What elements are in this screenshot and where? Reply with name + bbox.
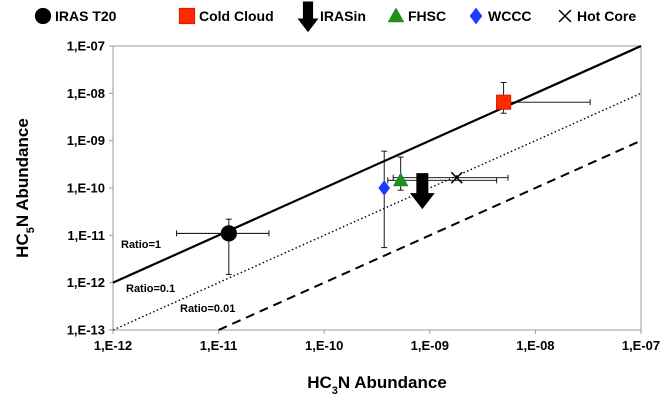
legend-label-cold-cloud: Cold Cloud	[199, 8, 274, 24]
y-tick-label: 1,E-07	[67, 39, 105, 54]
legend-label-hot-core: Hot Core	[577, 8, 636, 24]
legend: IRAS T20 Cold Cloud IRASin FHSC WCCC Hot Core	[34, 1, 636, 33]
iras-t20-point	[220, 225, 237, 242]
markers	[220, 94, 512, 242]
y-tick-label: 1,E-13	[67, 323, 105, 338]
wccc-point	[378, 180, 391, 196]
ratio-label-ratio-0-01: Ratio=0.01	[180, 303, 235, 315]
irasin-point	[409, 173, 435, 210]
ratio-labels: Ratio=1 Ratio=0.1 Ratio=0.01	[121, 239, 235, 315]
legend-label-fhsc: FHSC	[408, 8, 446, 24]
legend-item-fhsc: FHSC	[387, 7, 446, 24]
legend-marker-irasin	[297, 1, 319, 33]
ratio-lines	[112, 44, 642, 331]
legend-label-irasin: IRASin	[320, 8, 366, 24]
legend-label-iras-t20: IRAS T20	[55, 8, 117, 24]
cold-cloud-point	[496, 94, 512, 110]
legend-label-wccc: WCCC	[488, 8, 532, 24]
legend-marker-cold-cloud	[178, 7, 196, 25]
x-tick-label: 1,E-10	[305, 338, 343, 353]
fhsc-point	[392, 172, 409, 187]
legend-marker-wccc	[469, 7, 483, 25]
ratio-line-ratio-0-1	[112, 92, 642, 331]
y-tick-label: 1,E-09	[67, 133, 105, 148]
legend-item-iras-t20: IRAS T20	[34, 7, 117, 25]
legend-item-wccc: WCCC	[469, 7, 532, 25]
plot-area	[112, 45, 642, 331]
ratio-label-ratio-0-1: Ratio=0.1	[126, 283, 175, 295]
x-tick-label: 1,E-11	[200, 338, 238, 353]
legend-marker-iras-t20	[34, 7, 52, 25]
y-tick-label: 1,E-11	[67, 228, 105, 243]
legend-item-cold-cloud: Cold Cloud	[178, 7, 274, 25]
ratio-line-ratio-1	[112, 44, 642, 284]
y-tick-label: 1,E-12	[67, 275, 105, 290]
legend-marker-fhsc	[387, 7, 405, 23]
ratio-label-ratio-1: Ratio=1	[121, 239, 161, 251]
axes: 1,E-12 1,E-11 1,E-10 1,E-09 1,E-08 1,E-07 1,E-…	[67, 39, 660, 354]
y-tick-label: 1,E-08	[67, 86, 105, 101]
y-tick-label: 1,E-10	[67, 181, 105, 196]
x-tick-label: 1,E-09	[411, 338, 449, 353]
legend-marker-hot-core	[558, 9, 572, 23]
x-axis-label: HC3N Abundance	[307, 373, 447, 397]
x-tick-label: 1,E-12	[94, 338, 132, 353]
hot-core-point	[450, 171, 463, 184]
legend-item-irasin: IRASin	[297, 1, 366, 33]
y-axis-label: HC5N Abundance	[13, 118, 37, 258]
x-tick-label: 1,E-07	[622, 338, 660, 353]
legend-item-hot-core: Hot Core	[558, 8, 636, 24]
x-tick-label: 1,E-08	[516, 338, 554, 353]
ratio-line-ratio-0-01	[218, 139, 642, 331]
